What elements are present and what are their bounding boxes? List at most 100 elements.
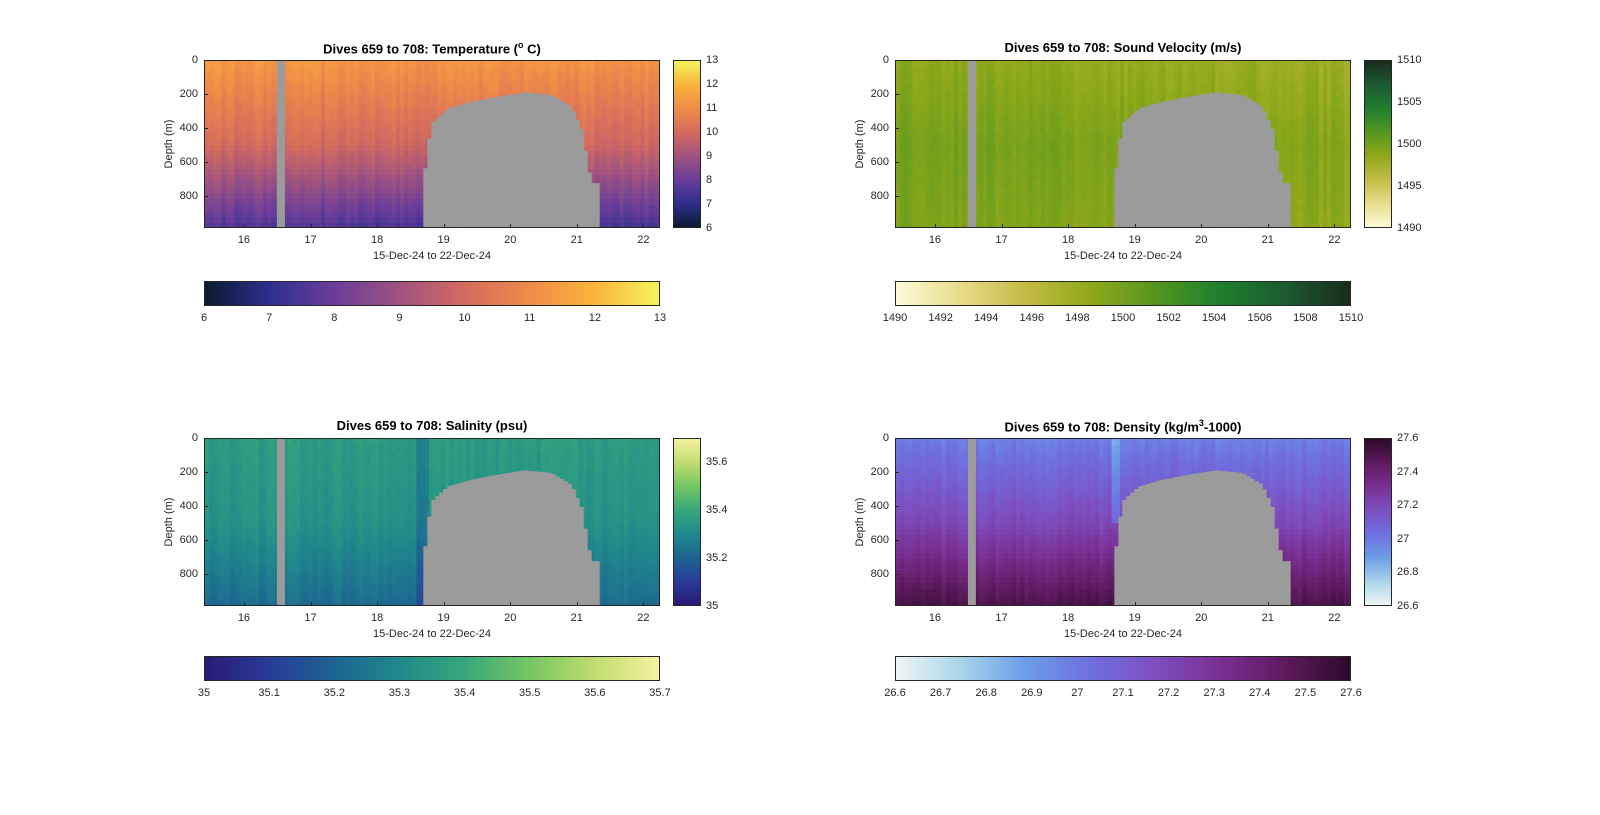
heatmap-cell bbox=[308, 97, 314, 104]
heatmap-cell bbox=[296, 145, 301, 152]
heatmap-cell bbox=[374, 61, 380, 68]
heatmap-cell bbox=[1078, 121, 1084, 128]
heatmap-cell bbox=[627, 139, 633, 146]
heatmap-cell bbox=[333, 199, 339, 206]
heatmap-cell bbox=[1032, 175, 1038, 182]
heatmap-cell bbox=[263, 85, 268, 92]
heatmap-cell bbox=[945, 103, 951, 110]
heatmap-cell bbox=[627, 73, 633, 80]
heatmap-cell bbox=[978, 139, 984, 146]
heatmap-cell bbox=[391, 91, 397, 98]
heatmap-cell bbox=[242, 127, 248, 134]
no-data-mask bbox=[539, 93, 544, 227]
heatmap-cell bbox=[623, 121, 629, 128]
heatmap-cell bbox=[337, 169, 343, 176]
heatmap-cell bbox=[925, 139, 930, 146]
heatmap-cell bbox=[308, 121, 314, 128]
heatmap-cell bbox=[1007, 169, 1013, 176]
heatmap-cell bbox=[540, 85, 546, 92]
heatmap-cell bbox=[341, 103, 347, 110]
heatmap-cell bbox=[420, 211, 426, 218]
heatmap-cell bbox=[1090, 223, 1096, 227]
heatmap-cell bbox=[631, 157, 637, 164]
heatmap-cell bbox=[636, 103, 641, 110]
heatmap-cell bbox=[611, 163, 616, 170]
heatmap-cell bbox=[1036, 91, 1042, 98]
heatmap-cell bbox=[582, 85, 587, 92]
heatmap-cell bbox=[937, 79, 943, 86]
heatmap-cell bbox=[656, 61, 659, 68]
heatmap-cell bbox=[954, 199, 959, 206]
heatmap-cell bbox=[652, 133, 658, 140]
heatmap-cell bbox=[403, 73, 409, 80]
heatmap-cell bbox=[929, 187, 934, 194]
heatmap-cell bbox=[341, 157, 347, 164]
heatmap-cell bbox=[312, 151, 318, 158]
heatmap-cell bbox=[1003, 145, 1009, 152]
heatmap-cell bbox=[445, 73, 451, 80]
heatmap-cell bbox=[433, 103, 438, 110]
heatmap-cell bbox=[983, 199, 988, 206]
heatmap-cell bbox=[350, 97, 355, 104]
heatmap-cell bbox=[925, 97, 930, 104]
heatmap-cell bbox=[636, 211, 641, 218]
heatmap-cell bbox=[1094, 151, 1100, 158]
heatmap-cell bbox=[333, 73, 339, 80]
heatmap-cell bbox=[345, 97, 351, 104]
heatmap-cell bbox=[325, 175, 330, 182]
heatmap-cell bbox=[636, 109, 641, 116]
heatmap-cell bbox=[312, 181, 318, 188]
heatmap-cell bbox=[1090, 217, 1096, 224]
heatmap-cell bbox=[602, 97, 608, 104]
heatmap-cell bbox=[1016, 169, 1021, 176]
heatmap-cell bbox=[573, 73, 579, 80]
heatmap-cell bbox=[644, 115, 650, 122]
heatmap-cell bbox=[598, 193, 604, 200]
heatmap-cell bbox=[1070, 97, 1075, 104]
heatmap-cell bbox=[345, 151, 351, 158]
heatmap-cell bbox=[1094, 223, 1100, 227]
heatmap-cell bbox=[565, 79, 571, 86]
heatmap-cell bbox=[949, 73, 955, 80]
heatmap-cell bbox=[987, 139, 992, 146]
heatmap-cell bbox=[333, 205, 339, 212]
heatmap-cell bbox=[978, 133, 984, 140]
heatmap-cell bbox=[1086, 139, 1092, 146]
y-tick-label: 200 bbox=[179, 87, 198, 100]
heatmap-cell bbox=[553, 67, 558, 74]
heatmap-cell bbox=[292, 61, 297, 68]
heatmap-cell bbox=[1161, 97, 1167, 104]
heatmap-cell bbox=[449, 61, 455, 68]
heatmap-cell bbox=[941, 181, 947, 188]
heatmap-cell bbox=[644, 139, 650, 146]
heatmap-cell bbox=[974, 217, 980, 224]
heatmap-cell bbox=[945, 169, 951, 176]
heatmap-cell bbox=[424, 103, 430, 110]
heatmap-cell bbox=[623, 199, 629, 206]
heatmap-cell bbox=[1045, 103, 1050, 110]
heatmap-cell bbox=[578, 61, 583, 68]
heatmap-cell bbox=[900, 91, 905, 98]
heatmap-cell bbox=[246, 91, 252, 98]
heatmap-cell bbox=[1032, 181, 1038, 188]
heatmap-cell bbox=[267, 73, 272, 80]
heatmap-cell bbox=[1099, 169, 1104, 176]
heatmap-cell bbox=[627, 91, 633, 98]
heatmap-cell bbox=[205, 181, 210, 188]
heatmap-cell bbox=[304, 115, 310, 122]
heatmap-cell bbox=[644, 73, 650, 80]
heatmap-cell bbox=[941, 205, 947, 212]
heatmap-cell bbox=[912, 145, 918, 152]
heatmap-cell bbox=[333, 127, 339, 134]
heatmap-cell bbox=[205, 61, 210, 68]
heatmap-cell bbox=[1049, 223, 1055, 227]
heatmap-cell bbox=[1070, 223, 1075, 227]
heatmap-cell bbox=[1016, 97, 1021, 104]
heatmap-cell bbox=[594, 67, 600, 74]
heatmap-cell bbox=[1065, 199, 1071, 206]
heatmap-cell bbox=[1045, 163, 1050, 170]
heatmap-cell bbox=[362, 91, 368, 98]
heatmap-cell bbox=[962, 121, 968, 128]
heatmap-cell bbox=[999, 193, 1005, 200]
heatmap-cell bbox=[1082, 139, 1088, 146]
